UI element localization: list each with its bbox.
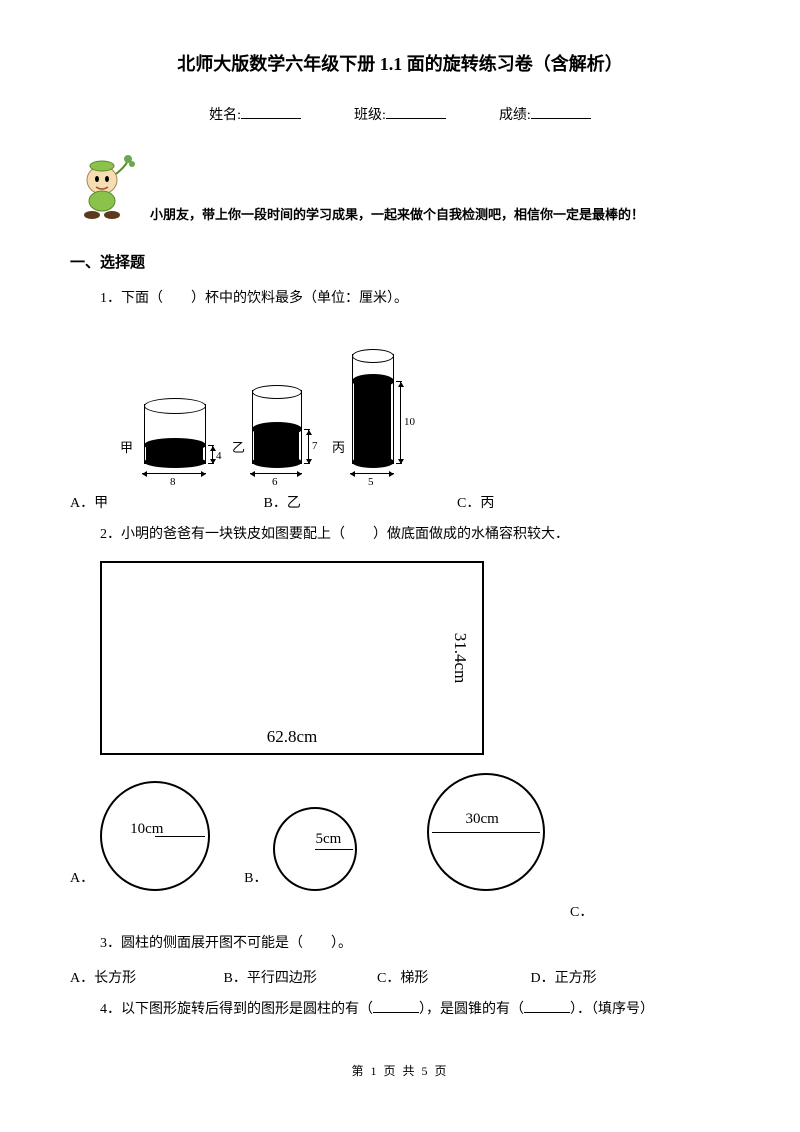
q2-text: 2．小明的爸爸有一块铁皮如图要配上（ ）做底面做成的水桶容积较大．	[100, 524, 730, 546]
q2-circle-a-label: 10cm	[130, 821, 163, 838]
page-title: 北师大版数学六年级下册 1.1 面的旋转练习卷（含解析）	[70, 50, 730, 76]
q3-opt-d[interactable]: D．正方形	[531, 967, 681, 987]
q3-opt-b[interactable]: B．平行四边形	[224, 967, 374, 987]
q3-text: 3．圆柱的侧面展开图不可能是（ ）。	[100, 933, 730, 955]
q1-dim-a-w: 8	[170, 476, 176, 488]
q1-opt-c[interactable]: C．丙	[457, 492, 494, 512]
q2-opt-b[interactable]: B．	[244, 867, 267, 887]
q2-circle-b: 5cm	[273, 807, 357, 891]
q2-opt-a[interactable]: A．	[70, 867, 94, 887]
q2-rectangle-figure: 62.8cm 31.4cm	[100, 561, 484, 755]
q3-opt-c[interactable]: C．梯形	[377, 967, 527, 987]
page-footer: 第 1 页 共 5 页	[70, 1062, 730, 1079]
q1-label-c: 丙	[332, 437, 345, 456]
q2-circle-b-label: 5cm	[315, 831, 341, 848]
class-label: 班级:	[354, 108, 386, 123]
q2-circle-a: 10cm	[100, 781, 210, 891]
q3-options: A．长方形 B．平行四边形 C．梯形 D．正方形	[70, 967, 730, 987]
q4-part-c: ）．（填序号）	[570, 1002, 654, 1017]
score-blank[interactable]	[531, 104, 591, 119]
q1-opt-b[interactable]: B．乙	[264, 492, 454, 512]
q3-opt-a[interactable]: A．长方形	[70, 967, 220, 987]
q1-text: 1．下面（ ）杯中的饮料最多（单位：厘米）。	[100, 288, 730, 310]
q1-opt-a[interactable]: A．甲	[70, 492, 260, 512]
q4-blank-1[interactable]	[373, 1012, 419, 1013]
name-label: 姓名:	[209, 108, 241, 123]
q1-dim-b-h: 7	[312, 440, 318, 452]
q4-part-b: ），是圆锥的有（	[419, 1002, 524, 1017]
score-label: 成绩:	[499, 108, 531, 123]
q1-dim-b-w: 6	[272, 476, 278, 488]
student-info-line: 姓名: 班级: 成绩:	[70, 104, 730, 124]
name-blank[interactable]	[241, 104, 301, 119]
q1-figure: 甲 8 4 乙 6 7	[130, 326, 450, 476]
q1-dim-a-h: 4	[216, 450, 222, 462]
q4-blank-2[interactable]	[524, 1012, 570, 1013]
q1-dim-c-h: 10	[404, 416, 415, 428]
q2-rect-width: 62.8cm	[267, 727, 318, 747]
q1-dim-c-w: 5	[368, 476, 374, 488]
section-heading-1: 一、选择题	[70, 251, 730, 272]
class-blank[interactable]	[386, 104, 446, 119]
q4-part-a: 4．以下图形旋转后得到的图形是圆柱的有（	[100, 1002, 373, 1017]
q2-circle-c-label: 30cm	[465, 811, 498, 828]
q4-text: 4．以下图形旋转后得到的图形是圆柱的有（ ），是圆锥的有（ ）．（填序号）	[100, 999, 730, 1021]
q2-options-row: A． 10cm B． 5cm 30cm	[70, 773, 730, 891]
q2-rect-height: 31.4cm	[450, 633, 470, 684]
q2-circle-c: 30cm	[427, 773, 545, 891]
q2-opt-c[interactable]: C．	[570, 905, 593, 920]
q1-options: A．甲 B．乙 C．丙	[70, 492, 730, 512]
q1-label-b: 乙	[232, 437, 245, 456]
q1-label-a: 甲	[120, 437, 133, 456]
mascot-icon	[70, 152, 150, 227]
intro-text: 小朋友，带上你一段时间的学习成果，一起来做个自我检测吧，相信你一定是最棒的！	[150, 204, 644, 227]
